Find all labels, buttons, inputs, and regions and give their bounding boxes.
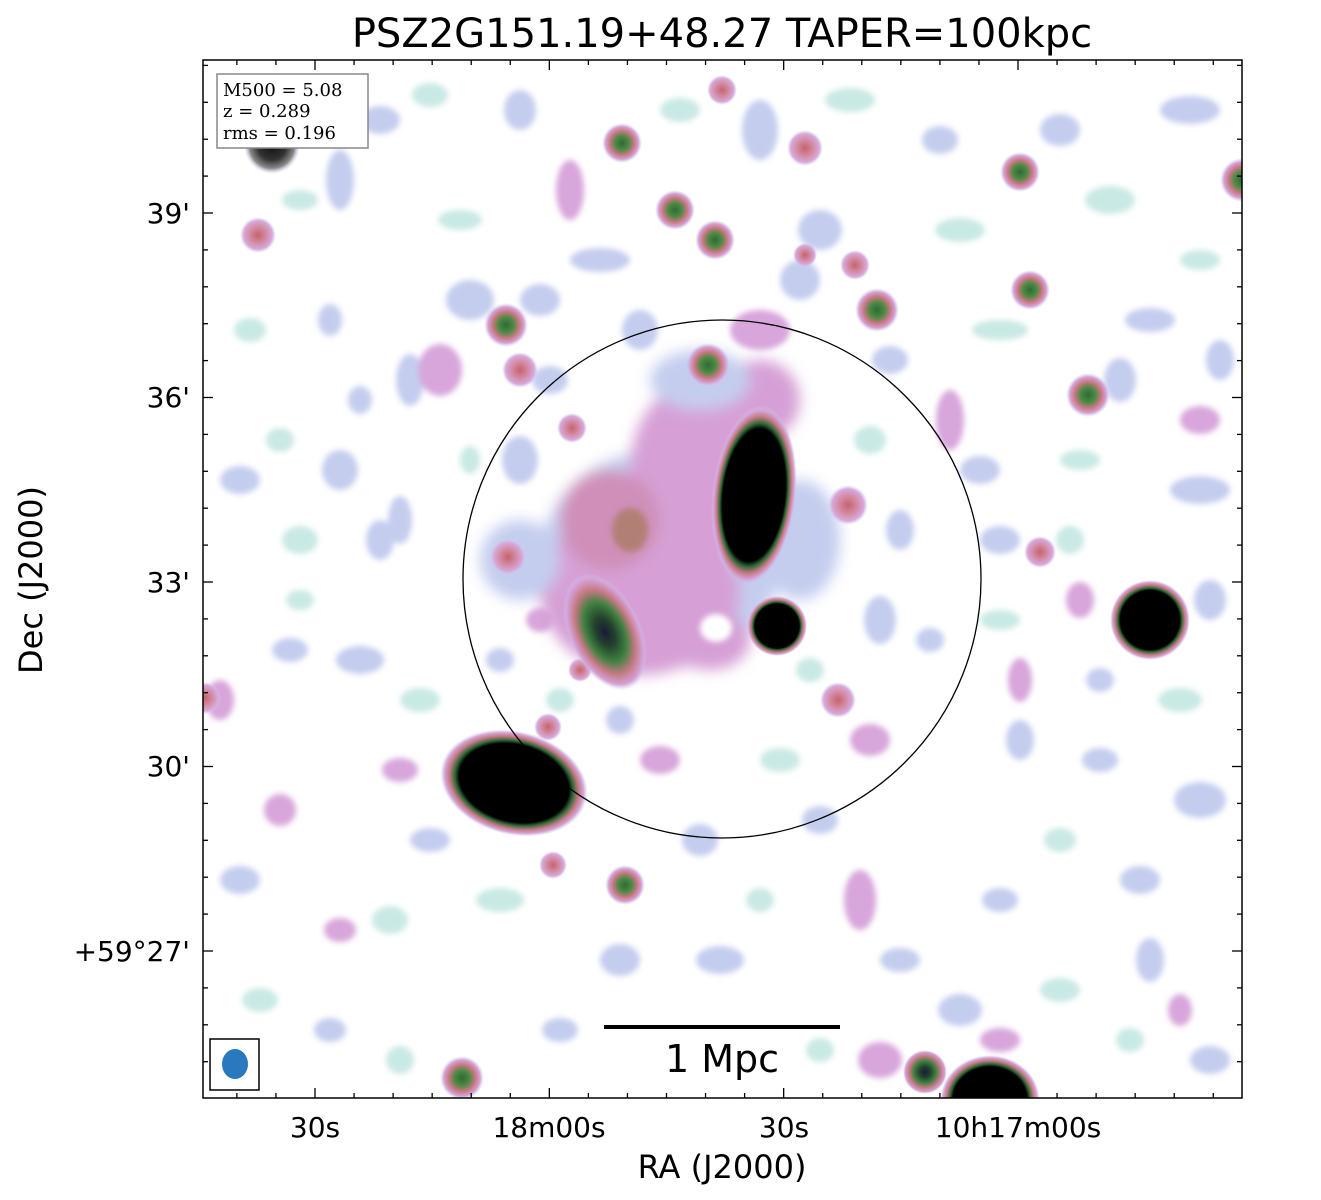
y-tick-label: +59°27' — [74, 935, 190, 968]
scale-bar-label: 1 Mpc — [665, 1037, 779, 1081]
y-axis-label: Dec (J2000) — [12, 486, 50, 674]
beam-ellipse — [222, 1049, 248, 1079]
plot-frame — [202, 59, 1243, 1099]
x-tick-label: 10h17m00s — [935, 1111, 1102, 1144]
y-tick-label: 36' — [147, 381, 190, 414]
compact-sources — [203, 75, 1242, 1098]
beam-indicator — [209, 1038, 260, 1091]
noise-background — [206, 83, 1234, 1078]
y-tick-label: 30' — [147, 750, 190, 783]
rms-value: rms = 0.196 — [223, 123, 336, 144]
x-tick-label: 30s — [759, 1111, 809, 1144]
x-axis-label: RA (J2000) — [638, 1148, 807, 1186]
r500-aperture-circle — [462, 319, 982, 839]
x-tick-label: 30s — [290, 1111, 340, 1144]
figure-title: PSZ2G151.19+48.27 TAPER=100kpc — [352, 11, 1092, 57]
x-tick-label: 18m00s — [492, 1111, 605, 1144]
redshift-value: z = 0.289 — [223, 101, 311, 122]
axis-ticks — [203, 60, 1242, 1098]
info-box: M500 = 5.08 z = 0.289 rms = 0.196 — [216, 73, 369, 149]
y-tick-label: 39' — [147, 197, 190, 230]
y-tick-label: 33' — [147, 566, 190, 599]
m500-value: M500 = 5.08 — [223, 80, 342, 101]
radio-emission-image — [203, 75, 1242, 1098]
scale-bar: 1 Mpc — [604, 1025, 840, 1081]
